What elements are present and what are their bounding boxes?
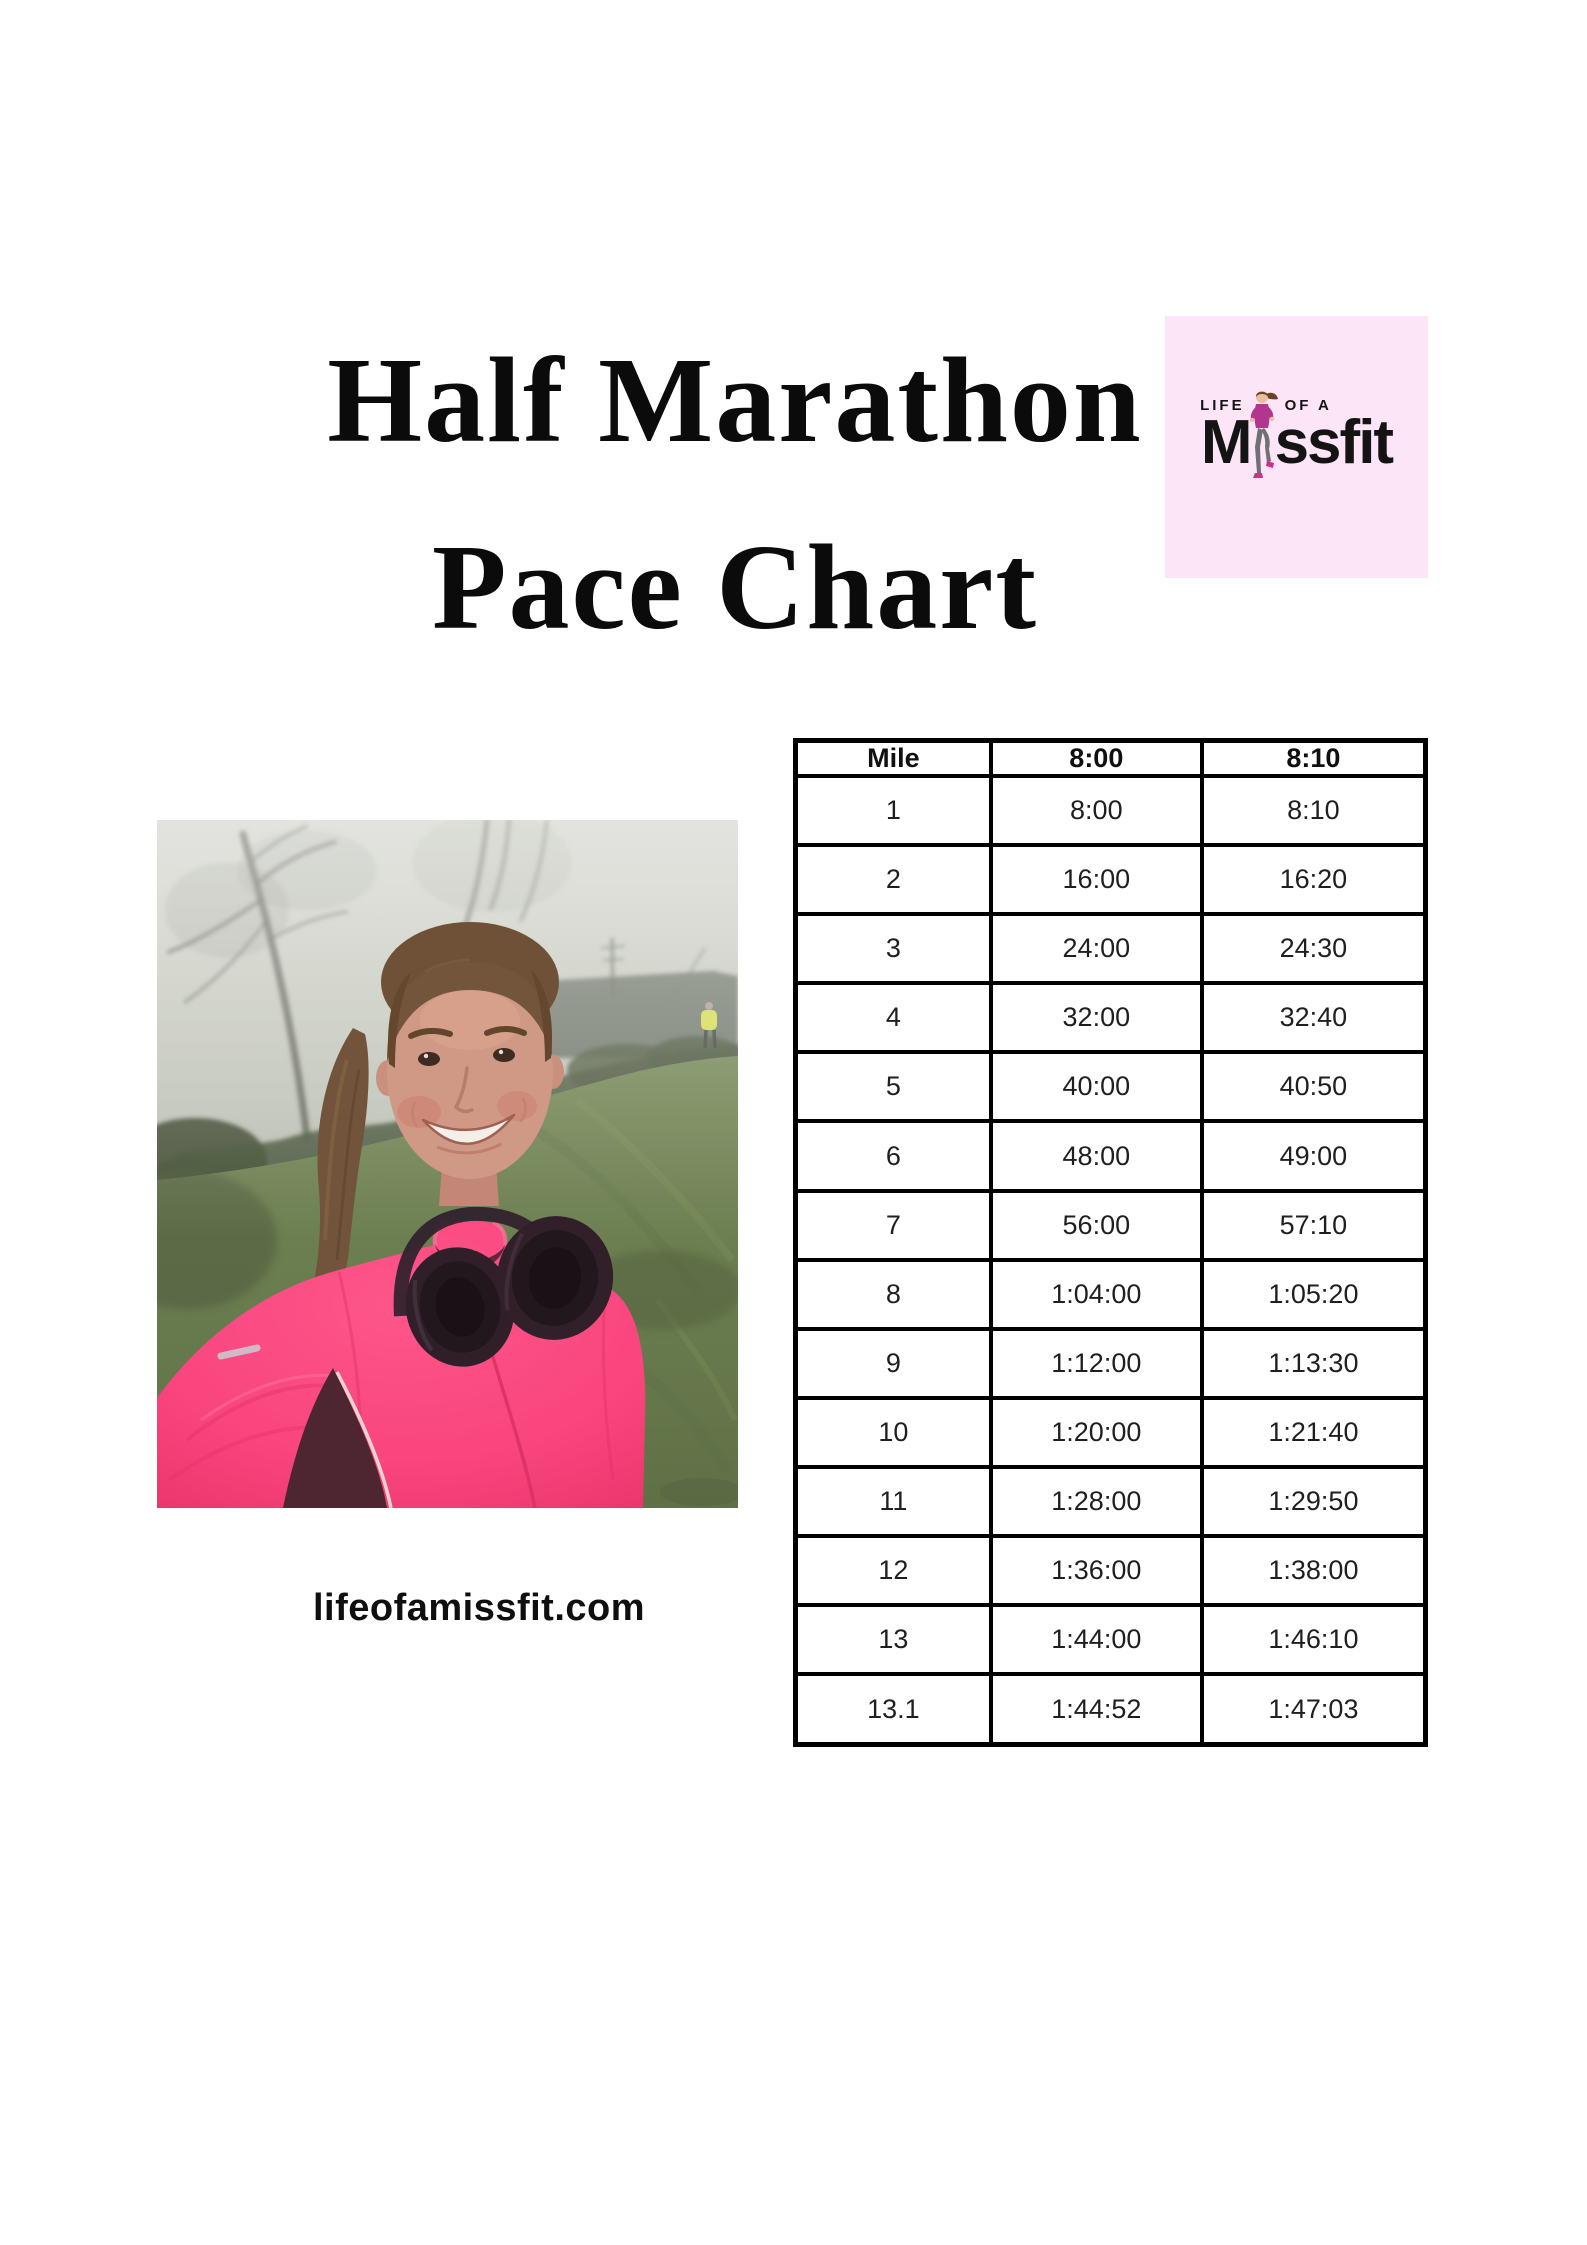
pace-810-cell: 8:10 bbox=[1199, 773, 1428, 848]
pace-810-cell: 1:38:00 bbox=[1199, 1534, 1428, 1608]
pace-800-cell: 1:20:00 bbox=[988, 1395, 1204, 1469]
pace-800-cell: 1:28:00 bbox=[988, 1464, 1204, 1539]
selfie-photo-illustration bbox=[157, 820, 738, 1508]
table-row: 8 1:04:00 1:05:20 bbox=[793, 1257, 1428, 1331]
pace-810-cell: 1:47:03 bbox=[1199, 1672, 1428, 1747]
pace-800-cell: 56:00 bbox=[988, 1188, 1204, 1262]
pace-800-cell: 1:12:00 bbox=[988, 1326, 1204, 1400]
table-row: 13 1:44:00 1:46:10 bbox=[793, 1603, 1428, 1677]
pace-810-cell: 40:50 bbox=[1199, 1050, 1428, 1124]
pace-800-cell: 32:00 bbox=[988, 981, 1204, 1055]
mile-cell: 9 bbox=[793, 1326, 993, 1400]
table-row: 10 1:20:00 1:21:40 bbox=[793, 1395, 1428, 1469]
pace-800-cell: 40:00 bbox=[988, 1050, 1204, 1124]
pace-800-cell: 16:00 bbox=[988, 843, 1204, 917]
mile-cell: 10 bbox=[793, 1395, 993, 1469]
mile-cell: 12 bbox=[793, 1534, 993, 1608]
table-row: 1 8:00 8:10 bbox=[793, 773, 1428, 848]
title-line-1: Half Marathon bbox=[327, 333, 1143, 468]
pace-800-cell: 24:00 bbox=[988, 912, 1204, 986]
table-row: 2 16:00 16:20 bbox=[793, 843, 1428, 917]
pace-800-cell: 1:36:00 bbox=[988, 1534, 1204, 1608]
table-row: 6 48:00 49:00 bbox=[793, 1119, 1428, 1193]
pace-810-cell: 1:13:30 bbox=[1199, 1326, 1428, 1400]
mile-cell: 13 bbox=[793, 1603, 993, 1677]
pace-810-cell: 24:30 bbox=[1199, 912, 1428, 986]
pace-table-body: 1 8:00 8:10 2 16:00 16:20 3 24:00 24:30 4 32:00 32:… bbox=[793, 773, 1428, 1747]
pace-800-cell: 48:00 bbox=[988, 1119, 1204, 1193]
pace-810-cell: 1:29:50 bbox=[1199, 1464, 1428, 1539]
website-url: lifeofamissfit.com bbox=[312, 1587, 646, 1629]
table-row: 12 1:36:00 1:38:00 bbox=[793, 1534, 1428, 1608]
logo-letters-ssfit: ssfit bbox=[1274, 408, 1394, 477]
mile-cell: 1 bbox=[793, 773, 993, 848]
pace-810-cell: 32:40 bbox=[1199, 981, 1428, 1055]
table-header-row: Mile 8:00 8:10 bbox=[793, 738, 1428, 778]
table-row: 9 1:12:00 1:13:30 bbox=[793, 1326, 1428, 1400]
col-header-mile: Mile bbox=[793, 738, 993, 778]
pace-800-cell: 1:04:00 bbox=[988, 1257, 1204, 1331]
pace-810-cell: 49:00 bbox=[1199, 1119, 1428, 1193]
pace-810-cell: 1:05:20 bbox=[1199, 1257, 1428, 1331]
table-row: 13.1 1:44:52 1:47:03 bbox=[793, 1672, 1428, 1747]
mile-cell: 8 bbox=[793, 1257, 993, 1331]
logo-of-a-text: OF A bbox=[1284, 397, 1332, 414]
col-header-pace-800: 8:00 bbox=[988, 738, 1204, 778]
pace-table: Mile 8:00 8:10 1 8:00 8:10 2 16:00 16:20 3 24:0… bbox=[793, 738, 1428, 1747]
mile-cell: 3 bbox=[793, 912, 993, 986]
mile-cell: 6 bbox=[793, 1119, 993, 1193]
title-line-2: Pace Chart bbox=[431, 520, 1039, 655]
mile-cell: 7 bbox=[793, 1188, 993, 1262]
table-row: 11 1:28:00 1:29:50 bbox=[793, 1464, 1428, 1539]
pace-810-cell: 16:20 bbox=[1199, 843, 1428, 917]
logo-life-text: LIFE bbox=[1200, 397, 1245, 414]
pace-800-cell: 8:00 bbox=[988, 773, 1204, 848]
page-title: Half Marathon Pace Chart bbox=[0, 307, 1470, 681]
pace-810-cell: 57:10 bbox=[1199, 1188, 1428, 1262]
mile-cell: 13.1 bbox=[793, 1672, 993, 1747]
brand-logo: M LIFE OF A ssfit bbox=[1165, 316, 1428, 578]
logo-wordmark: M LIFE OF A ssfit bbox=[1165, 391, 1428, 478]
table-row: 7 56:00 57:10 bbox=[793, 1188, 1428, 1262]
logo-letter-m: M bbox=[1200, 408, 1253, 477]
pace-810-cell: 1:46:10 bbox=[1199, 1603, 1428, 1677]
mile-cell: 2 bbox=[793, 843, 993, 917]
mile-cell: 11 bbox=[793, 1464, 993, 1539]
col-header-pace-810: 8:10 bbox=[1199, 738, 1428, 778]
runner-selfie-photo bbox=[157, 820, 738, 1508]
table-row: 3 24:00 24:30 bbox=[793, 912, 1428, 986]
pace-810-cell: 1:21:40 bbox=[1199, 1395, 1428, 1469]
running-woman-icon bbox=[1249, 391, 1278, 478]
table-row: 4 32:00 32:40 bbox=[793, 981, 1428, 1055]
logo-runner-slot: LIFE OF A bbox=[1200, 391, 1329, 478]
pace-800-cell: 1:44:00 bbox=[988, 1603, 1204, 1677]
table-row: 5 40:00 40:50 bbox=[793, 1050, 1428, 1124]
mile-cell: 5 bbox=[793, 1050, 993, 1124]
mile-cell: 4 bbox=[793, 981, 993, 1055]
selfie-person bbox=[157, 922, 646, 1508]
pace-800-cell: 1:44:52 bbox=[988, 1672, 1204, 1747]
